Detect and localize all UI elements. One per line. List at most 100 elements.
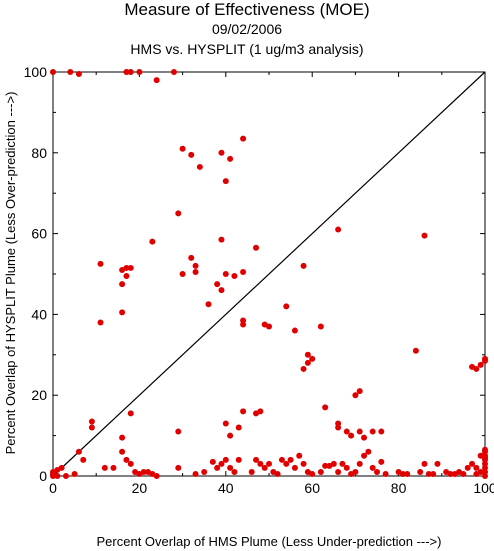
data-point <box>214 281 221 288</box>
data-point <box>356 428 363 435</box>
data-point <box>231 273 238 280</box>
data-point <box>127 69 134 75</box>
data-point <box>317 468 324 475</box>
data-point <box>248 468 255 475</box>
data-point <box>361 434 368 441</box>
data-point <box>192 470 199 477</box>
chart-title: Measure of Effectiveness (MOE) <box>124 0 370 19</box>
data-point <box>477 468 484 475</box>
data-point <box>240 321 247 328</box>
data-point <box>97 319 104 326</box>
data-point <box>300 365 307 372</box>
data-point <box>192 262 199 269</box>
data-point <box>473 464 480 471</box>
data-point <box>464 464 471 471</box>
data-point <box>417 468 424 475</box>
y-tick-label: 100 <box>24 64 48 80</box>
data-point <box>123 456 130 463</box>
data-point <box>335 468 342 475</box>
data-point <box>261 464 268 471</box>
data-point <box>482 357 488 364</box>
data-point <box>300 460 307 467</box>
x-tick-label: 0 <box>49 480 57 496</box>
data-point <box>309 355 316 362</box>
data-point <box>430 470 437 477</box>
data-point <box>365 448 372 455</box>
data-point <box>80 456 87 463</box>
data-point <box>304 351 311 358</box>
data-point <box>71 470 78 477</box>
data-point <box>317 323 324 330</box>
data-point <box>412 347 419 354</box>
chart-date: 09/02/2006 <box>211 21 283 37</box>
data-point <box>75 448 82 455</box>
data-point <box>170 69 177 75</box>
data-point <box>291 464 298 471</box>
x-tick-label: 60 <box>304 480 320 496</box>
data-point <box>153 473 160 479</box>
data-point <box>382 470 389 477</box>
data-point <box>127 410 134 417</box>
data-point <box>374 468 380 475</box>
data-point <box>343 428 350 435</box>
data-point <box>97 260 104 267</box>
data-point <box>257 408 264 415</box>
x-tick-label: 100 <box>473 480 494 496</box>
data-point <box>356 388 363 395</box>
x-tick-label: 80 <box>391 480 407 496</box>
data-point <box>188 254 195 261</box>
data-point <box>192 268 199 275</box>
data-point <box>149 238 156 245</box>
data-point <box>75 71 82 78</box>
data-point <box>352 392 359 399</box>
data-point <box>460 470 467 477</box>
data-point <box>378 458 385 465</box>
data-point <box>348 432 355 439</box>
data-point <box>127 264 134 271</box>
data-point <box>88 424 95 431</box>
reference-line-y-equals-x <box>52 71 486 477</box>
data-point <box>101 464 108 471</box>
data-point <box>322 462 329 469</box>
data-point <box>235 456 242 463</box>
data-point <box>378 428 385 435</box>
data-point <box>54 473 61 479</box>
data-point <box>110 464 117 471</box>
data-point <box>404 470 411 477</box>
data-point <box>218 460 225 467</box>
x-tick-label: 40 <box>218 480 234 496</box>
data-point <box>205 301 212 308</box>
data-point <box>222 178 229 185</box>
data-point <box>335 226 342 233</box>
data-point <box>356 460 363 467</box>
data-point <box>257 460 264 467</box>
y-tick-label: 0 <box>39 468 47 484</box>
data-point <box>253 456 260 463</box>
data-point <box>343 464 350 471</box>
data-point <box>482 446 488 453</box>
data-point <box>287 456 294 463</box>
data-point <box>179 145 186 152</box>
data-point <box>218 236 225 243</box>
y-tick-label: 20 <box>31 387 47 403</box>
plot-area: 0 20 40 60 80 100 0 20 40 60 80 100 <box>24 64 494 496</box>
data-point <box>119 281 126 288</box>
data-point <box>153 77 160 84</box>
data-point <box>127 460 134 467</box>
data-point <box>304 359 311 366</box>
x-tick-label: 20 <box>132 480 148 496</box>
data-point <box>222 271 229 277</box>
data-point <box>123 69 130 75</box>
data-point <box>434 460 441 467</box>
data-point <box>369 464 376 471</box>
data-point <box>425 470 432 477</box>
data-point <box>175 210 182 217</box>
data-point <box>253 244 260 251</box>
data-point <box>50 69 56 75</box>
data-point <box>62 473 69 479</box>
data-point <box>361 452 368 459</box>
data-point <box>421 460 428 467</box>
data-point <box>309 470 316 477</box>
data-point <box>300 262 307 269</box>
